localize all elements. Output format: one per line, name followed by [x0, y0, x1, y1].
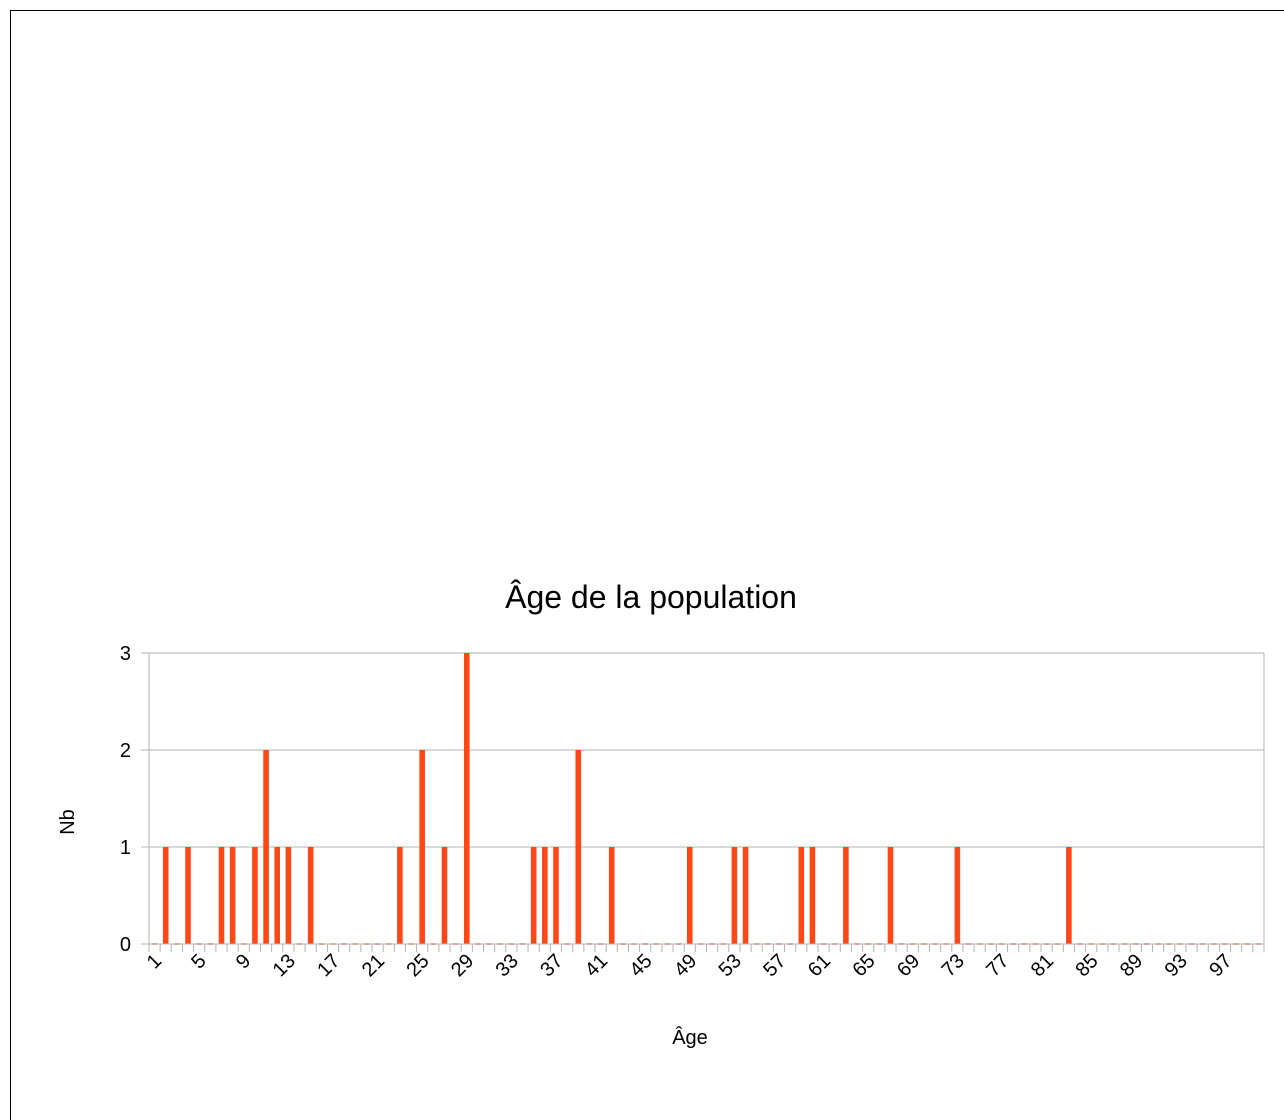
x-tick-label-77: 77 [982, 950, 1013, 981]
x-tick-label-85: 85 [1071, 950, 1102, 981]
y-tick-labels: 0 1 2 3 [120, 643, 131, 956]
bars [151, 653, 1262, 945]
y-tick-label-2: 2 [120, 740, 131, 762]
bar-29 [463, 653, 470, 944]
bar-35 [530, 847, 537, 944]
bar-83 [1066, 847, 1072, 944]
x-tick-label-81: 81 [1027, 950, 1058, 981]
x-tick-label-97: 97 [1205, 950, 1236, 981]
x-tick-labels: 1 5 9 13 17 21 25 29 33 37 41 45 49 53 57 61 65 69 73 77 81 8… [143, 950, 1237, 981]
x-tick-label-45: 45 [625, 950, 656, 981]
bar-13 [285, 847, 292, 944]
x-tick-label-13: 13 [269, 950, 300, 981]
chart-frame [10, 10, 1284, 1120]
bar-67 [887, 847, 894, 944]
chart-title: Âge de la population [505, 579, 797, 615]
x-tick-label-9: 9 [232, 950, 255, 973]
x-tick-label-29: 29 [447, 950, 478, 981]
y-axis-title: Nb [57, 809, 79, 835]
bar-59 [798, 847, 805, 944]
bar-73 [954, 847, 961, 944]
x-tick-label-93: 93 [1161, 950, 1192, 981]
bar-42 [608, 847, 615, 944]
bar-4 [185, 847, 191, 944]
x-tick-label-57: 57 [759, 950, 790, 981]
bar-39 [575, 750, 582, 944]
x-tick-label-69: 69 [893, 950, 924, 981]
x-tick-label-37: 37 [536, 950, 567, 981]
bar-12 [274, 847, 281, 944]
y-tick-label-0: 0 [120, 934, 131, 956]
bar-60 [809, 847, 816, 944]
bar-8 [229, 847, 236, 944]
x-tick-label-61: 61 [804, 950, 835, 981]
bar-27 [441, 847, 448, 944]
gridlines [149, 652, 1264, 945]
bar-23 [397, 847, 403, 944]
x-tick-label-17: 17 [313, 950, 344, 981]
x-tick-label-21: 21 [358, 950, 389, 981]
x-axis-title: Âge [672, 1026, 708, 1049]
bar-54 [742, 847, 749, 944]
x-tick-label-73: 73 [938, 950, 969, 981]
x-tick-label-65: 65 [848, 950, 879, 981]
bar-2 [162, 847, 169, 944]
x-tick-label-53: 53 [715, 950, 746, 981]
x-tick-label-25: 25 [402, 950, 433, 981]
bar-7 [218, 847, 225, 944]
bar-49 [686, 847, 693, 944]
bar-36 [542, 847, 548, 944]
bar-10 [252, 847, 258, 944]
bar-25 [419, 750, 425, 944]
y-tick-label-3: 3 [120, 643, 131, 665]
x-tick-label-5: 5 [187, 950, 210, 973]
axes [141, 652, 1265, 952]
x-tick-label-89: 89 [1116, 950, 1147, 981]
x-tick-label-33: 33 [492, 950, 523, 981]
bar-53 [731, 847, 738, 944]
bar-15 [307, 847, 314, 944]
x-tick-label-1: 1 [143, 950, 166, 973]
bar-63 [843, 847, 849, 944]
bar-37 [553, 847, 559, 944]
x-tick-label-49: 49 [670, 950, 701, 981]
bar-11 [263, 750, 269, 944]
x-tick-label-41: 41 [581, 950, 612, 981]
y-tick-label-1: 1 [120, 837, 131, 859]
